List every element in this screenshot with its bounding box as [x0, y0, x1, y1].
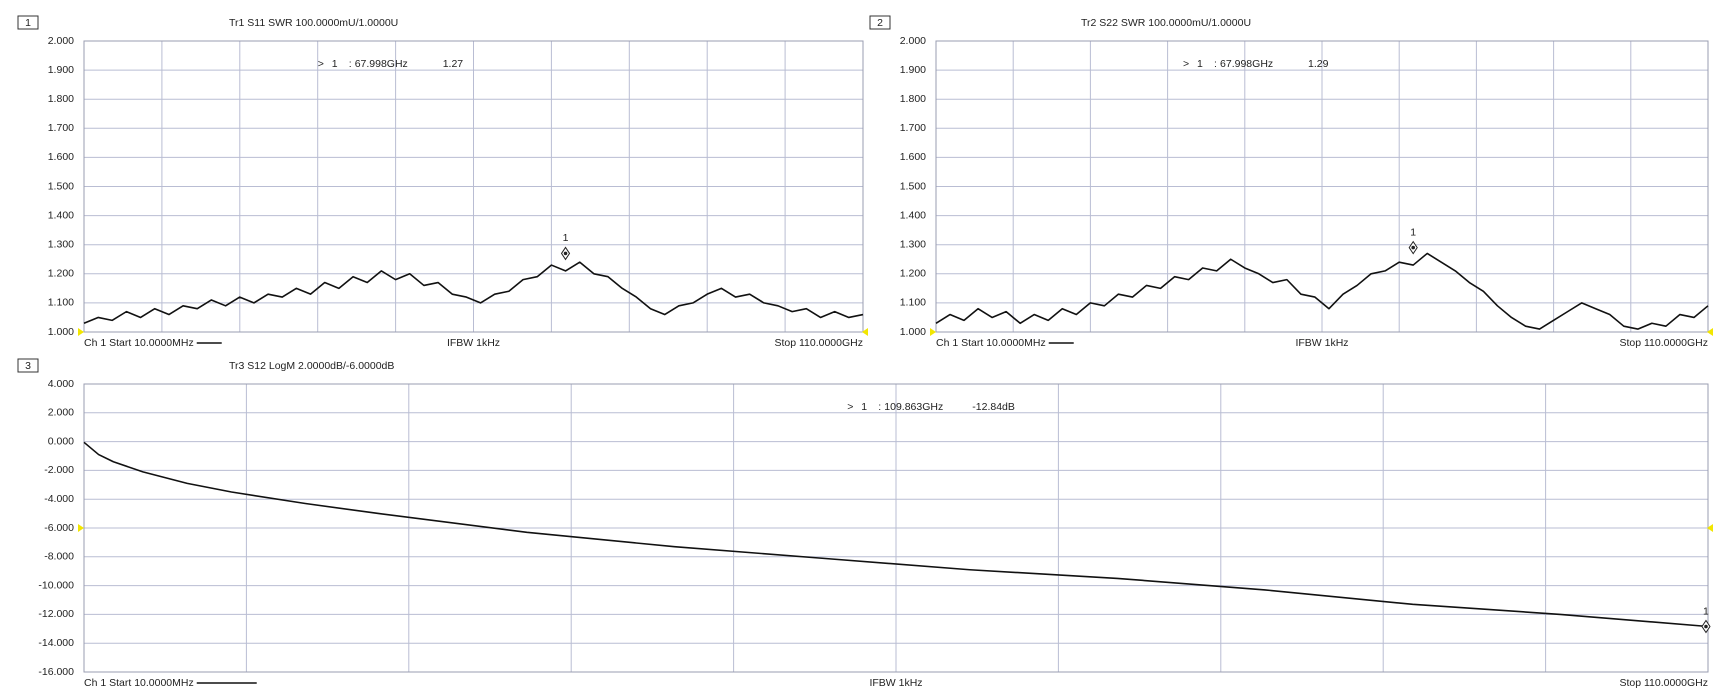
y-tick-label: 1.700: [900, 122, 926, 134]
trace-panel: 2 Tr2 S22 SWR 100.0000mU/1.0000U 2.000 1.90…: [869, 15, 1713, 349]
y-tick-label: 1.900: [900, 64, 926, 76]
readout-value: 1.29: [1308, 58, 1329, 70]
center-label: IFBW 1kHz: [447, 337, 500, 349]
y-tick-label: 1.100: [900, 297, 926, 309]
y-tick-label: 1.800: [900, 93, 926, 105]
trace-panel: 1 Tr1 S11 SWR 100.0000mU/1.0000U 2.000 1.90…: [17, 15, 868, 349]
y-tick-label: -16.000: [38, 666, 74, 678]
readout-active: >: [847, 401, 853, 413]
y-tick-label: -10.000: [38, 579, 74, 591]
trace-title: Tr3 S12 LogM 2.0000dB/-6.0000dB: [229, 360, 394, 372]
start-label: Ch 1 Start 10.0000MHz: [84, 337, 194, 349]
y-tick-label: 1.400: [900, 209, 926, 221]
y-tick-label: 1.100: [48, 297, 74, 309]
y-tick-label: 1.300: [900, 238, 926, 250]
y-tick-label: 1.300: [48, 238, 74, 250]
y-tick-label: 0.000: [48, 435, 74, 447]
start-label: Ch 1 Start 10.0000MHz: [84, 677, 194, 688]
trace-line: [83, 261, 864, 325]
y-tick-label: -14.000: [38, 637, 74, 649]
reference-marker-left: [78, 328, 84, 336]
y-tick-label: 1.500: [48, 180, 74, 192]
y-tick-label: 1.000: [900, 326, 926, 338]
trace-line: [83, 441, 1709, 628]
y-tick-label: 1.400: [48, 209, 74, 221]
marker-dot: [1704, 624, 1708, 629]
readout-x: 109.863GHz: [884, 401, 943, 413]
panel-number: 1: [25, 17, 31, 29]
readout-separator: :: [349, 58, 352, 70]
panel-number: 3: [25, 360, 31, 372]
stop-label: Stop 110.0000GHz: [1619, 677, 1708, 688]
center-label: IFBW 1kHz: [1295, 337, 1348, 349]
panel-number: 2: [877, 17, 883, 29]
y-tick-label: -6.000: [44, 522, 74, 534]
y-tick-label: 2.000: [48, 407, 74, 419]
plot-frame: [83, 40, 864, 333]
readout-x: 67.998GHz: [355, 58, 408, 70]
trace-title: Tr2 S22 SWR 100.0000mU/1.0000U: [1081, 17, 1251, 29]
readout-id: 1: [332, 58, 338, 70]
stop-label: Stop 110.0000GHz: [774, 337, 863, 349]
y-tick-label: 4.000: [48, 378, 74, 390]
marker-id: 1: [1410, 226, 1416, 238]
reference-marker-left: [78, 524, 84, 532]
reference-marker-right: [1707, 524, 1713, 532]
readout-separator: :: [1214, 58, 1217, 70]
center-label: IFBW 1kHz: [869, 677, 922, 688]
readout-separator: :: [878, 401, 881, 413]
marker-dot: [1411, 245, 1415, 250]
readout-value: -12.84dB: [972, 401, 1015, 413]
y-tick-label: 1.200: [900, 268, 926, 280]
y-tick-label: -4.000: [44, 493, 74, 505]
readout-id: 1: [1197, 58, 1203, 70]
y-tick-label: 2.000: [48, 35, 74, 47]
readout-x: 67.998GHz: [1220, 58, 1273, 70]
y-tick-label: 2.000: [900, 35, 926, 47]
panel-number-box: [17, 358, 39, 373]
y-tick-label: -12.000: [38, 608, 74, 620]
panel-number-box: [17, 15, 39, 30]
readout-id: 1: [861, 401, 867, 413]
trace-line: [935, 252, 1709, 330]
y-tick-label: 1.200: [48, 268, 74, 280]
plot-frame: [935, 40, 1709, 333]
y-tick-label: 1.600: [900, 151, 926, 163]
y-tick-label: 1.900: [48, 64, 74, 76]
stop-label: Stop 110.0000GHz: [1619, 337, 1708, 349]
readout-active: >: [318, 58, 324, 70]
readout-value: 1.27: [443, 58, 464, 70]
panel-number-box: [869, 15, 891, 30]
reference-marker-left: [930, 328, 936, 336]
y-tick-label: 1.800: [48, 93, 74, 105]
trace-panel: 3 Tr3 S12 LogM 2.0000dB/-6.0000dB 4.000 2.0…: [17, 358, 1713, 688]
reference-marker-right: [1707, 328, 1713, 336]
start-label: Ch 1 Start 10.0000MHz: [936, 337, 1046, 349]
y-tick-label: -8.000: [44, 551, 74, 563]
trace-title: Tr1 S11 SWR 100.0000mU/1.0000U: [229, 17, 398, 29]
y-tick-label: 1.700: [48, 122, 74, 134]
readout-active: >: [1183, 58, 1189, 70]
y-tick-label: 1.000: [48, 326, 74, 338]
y-tick-label: -2.000: [44, 464, 74, 476]
y-tick-label: 1.500: [900, 180, 926, 192]
reference-marker-right: [862, 328, 868, 336]
marker-id: 1: [563, 232, 569, 244]
y-tick-label: 1.600: [48, 151, 74, 163]
marker-id: 1: [1703, 605, 1709, 617]
marker-dot: [563, 251, 568, 256]
